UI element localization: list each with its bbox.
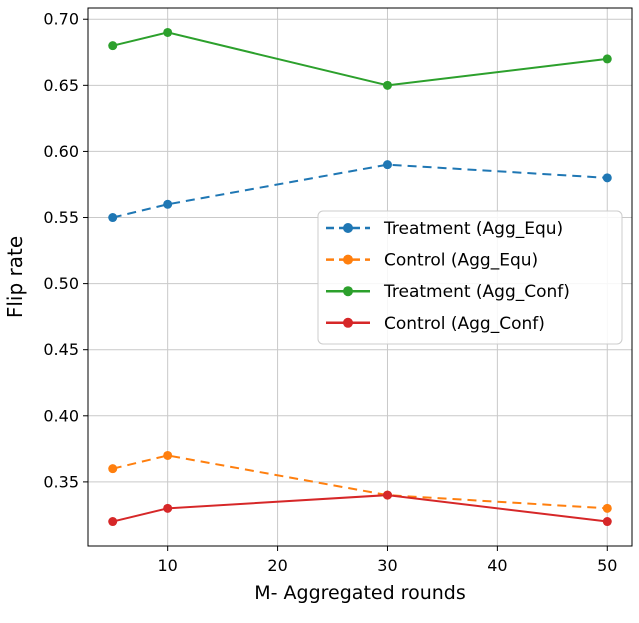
data-point-control-agg-conf <box>108 517 118 527</box>
data-point-treatment-agg-equ <box>108 213 118 223</box>
series-layer <box>108 27 612 527</box>
legend-box <box>317 210 623 345</box>
data-point-treatment-agg-conf <box>602 54 612 64</box>
y-tick-label: 0.65 <box>43 76 79 95</box>
legend-label: Treatment (Agg_Conf) <box>383 282 570 302</box>
axes-layer: 10 20 30 40 50 0.35 0.40 0.45 0.50 0.55 0.60 0.65 0.… <box>43 7 633 575</box>
legend-row-control-agg-conf: Control (Agg_Conf) <box>326 314 545 334</box>
data-point-control-agg-conf <box>382 490 392 500</box>
legend-sample-marker <box>343 286 353 297</box>
legend-label: Control (Agg_Conf) <box>384 314 545 334</box>
y-tick-label: 0.55 <box>43 208 79 227</box>
series-line-treatment-agg-equ <box>112 163 608 219</box>
legend-row-control-agg-equ: Control (Agg_Equ) <box>326 251 538 271</box>
legend-sample-marker <box>343 254 353 265</box>
x-tick-label: 30 <box>377 556 397 575</box>
data-point-treatment-agg-conf <box>163 27 173 37</box>
x-tick-label: 10 <box>157 556 177 575</box>
data-point-control-agg-conf <box>163 503 173 513</box>
x-tick-label: 40 <box>487 556 507 575</box>
data-point-treatment-agg-equ <box>163 199 173 209</box>
legend-label: Treatment (Agg_Equ) <box>383 219 563 239</box>
data-point-control-agg-equ <box>163 450 173 460</box>
data-point-control-agg-conf <box>602 517 612 527</box>
legend-row-treatment-agg-equ: Treatment (Agg_Equ) <box>326 219 563 239</box>
series-line-treatment-agg-conf <box>112 31 608 87</box>
series-treatment-agg-conf <box>108 27 612 90</box>
data-point-treatment-agg-conf <box>382 80 392 90</box>
legend-sample-marker <box>343 223 353 233</box>
series-line-control-agg-equ <box>112 454 608 510</box>
legend-sample-marker <box>343 317 353 328</box>
legend: Treatment (Agg_Equ) Control (Agg_Equ) Trea… <box>317 210 623 345</box>
y-tick-label: 0.40 <box>43 406 79 425</box>
x-tick-label: 50 <box>597 556 617 575</box>
series-treatment-agg-equ <box>108 160 612 223</box>
series-line-control-agg-conf <box>112 494 608 523</box>
legend-row-treatment-agg-conf: Treatment (Agg_Conf) <box>326 282 570 302</box>
y-tick-label: 0.35 <box>43 472 79 491</box>
series-control-agg-conf <box>108 490 612 527</box>
x-tick-label: 20 <box>267 556 287 575</box>
data-point-treatment-agg-equ <box>382 160 392 170</box>
y-tick-label: 0.45 <box>43 340 79 359</box>
data-point-treatment-agg-equ <box>602 173 612 183</box>
y-tick-label: 0.60 <box>43 142 79 161</box>
legend-label: Control (Agg_Equ) <box>384 251 538 271</box>
data-point-control-agg-equ <box>602 503 612 513</box>
data-point-control-agg-equ <box>108 464 118 474</box>
y-axis-label: Flip rate <box>3 236 27 318</box>
y-tick-label: 0.70 <box>43 10 79 29</box>
x-axis-label: M- Aggregated rounds <box>254 582 466 604</box>
y-tick-label: 0.50 <box>43 274 79 293</box>
data-point-treatment-agg-conf <box>108 41 118 51</box>
plot-frame <box>87 7 633 547</box>
